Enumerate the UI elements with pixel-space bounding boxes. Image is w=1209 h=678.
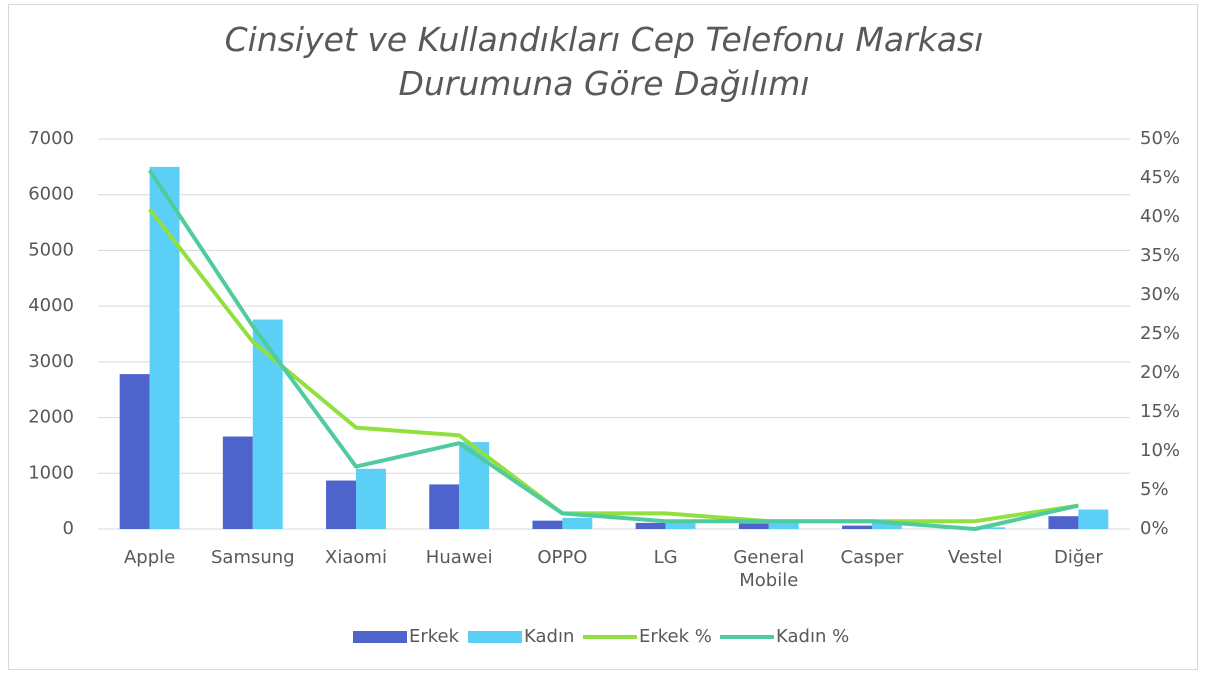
y-tick-label: 3000 xyxy=(28,351,74,372)
y2-tick-label: 50% xyxy=(1140,128,1180,149)
y-tick-label: 2000 xyxy=(28,407,74,428)
y-tick-label: 7000 xyxy=(28,128,74,149)
bar xyxy=(635,522,666,529)
x-tick-label: Diğer xyxy=(1054,547,1103,568)
bar xyxy=(562,517,593,529)
x-tick-label: Casper xyxy=(840,547,904,568)
y2-tick-label: 30% xyxy=(1140,284,1180,305)
line-series xyxy=(147,169,1079,531)
bar xyxy=(738,523,769,529)
legend-label: Erkek xyxy=(409,626,460,647)
bar xyxy=(252,319,283,529)
x-tick-label: Samsung xyxy=(210,547,295,568)
chart-title: Cinsiyet ve Kullandıkları Cep Telefonu M… xyxy=(224,20,984,103)
y2-tick-label: 35% xyxy=(1140,245,1180,266)
bar xyxy=(326,480,356,529)
y-tick-label: 6000 xyxy=(28,184,74,205)
y-tick-label: 0 xyxy=(63,518,74,539)
y-tick-label: 5000 xyxy=(28,239,74,260)
y-tick-label: 1000 xyxy=(28,462,74,483)
y2-tick-label: 45% xyxy=(1140,167,1180,188)
bar xyxy=(872,523,902,529)
bar xyxy=(429,484,460,529)
bar xyxy=(768,521,799,529)
bar xyxy=(1078,509,1109,529)
bar xyxy=(356,468,386,529)
y2-tick-label: 5% xyxy=(1140,479,1169,500)
y2-tick-label: 40% xyxy=(1140,206,1180,227)
y2-tick-label: 20% xyxy=(1140,362,1180,383)
legend-label: Kadın xyxy=(524,626,574,647)
bar xyxy=(119,374,150,529)
legend-label: Kadın % xyxy=(776,626,849,647)
bar xyxy=(222,436,253,529)
bar xyxy=(665,520,696,529)
legend-label: Erkek % xyxy=(639,626,712,647)
legend-swatch xyxy=(353,631,407,643)
bar xyxy=(1048,516,1079,529)
x-tick-label: Vestel xyxy=(947,547,1003,568)
x-tick-label: Xiaomi xyxy=(325,547,387,568)
x-tick-label: Apple xyxy=(123,547,176,568)
x-tick-label: Huawei xyxy=(425,547,493,568)
bar xyxy=(532,520,563,529)
y2-tick-label: 25% xyxy=(1140,323,1180,344)
x-tick-label: General Mobile xyxy=(733,547,805,591)
y2-tick-label: 15% xyxy=(1140,401,1180,422)
bar xyxy=(975,527,1006,529)
x-tick-label: LG xyxy=(653,547,678,568)
y2-tick-label: 0% xyxy=(1140,518,1169,539)
chart-frame xyxy=(8,4,1198,670)
bar xyxy=(842,525,872,529)
legend-swatch xyxy=(468,631,522,643)
line-series xyxy=(148,207,1079,524)
y2-tick-label: 10% xyxy=(1140,440,1180,461)
bar xyxy=(149,166,180,529)
y-tick-label: 4000 xyxy=(28,295,74,316)
x-tick-label: OPPO xyxy=(537,547,588,568)
